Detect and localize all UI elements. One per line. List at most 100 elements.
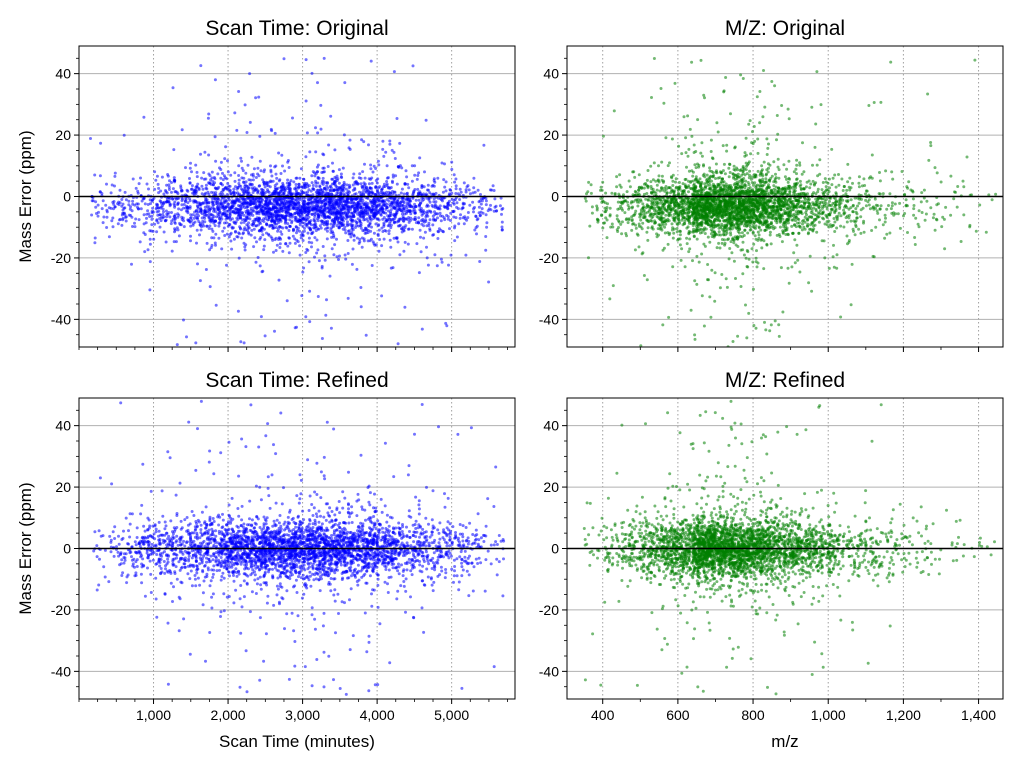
data-point [237, 199, 241, 203]
data-point [414, 198, 418, 202]
data-point [453, 226, 456, 230]
data-point [193, 191, 197, 194]
data-point [409, 218, 413, 222]
data-point [266, 201, 270, 205]
data-point [251, 213, 255, 217]
data-point [185, 188, 189, 192]
data-point [493, 197, 497, 201]
data-point [810, 289, 814, 293]
data-point [353, 186, 357, 190]
data-point [204, 268, 208, 271]
data-point [382, 185, 386, 189]
data-point [226, 182, 230, 185]
data-point [372, 231, 376, 235]
data-point [266, 189, 270, 193]
data-point [179, 186, 183, 190]
data-point [104, 203, 108, 207]
data-point [307, 212, 311, 215]
data-point [398, 253, 402, 257]
data-point [287, 229, 291, 232]
data-point [164, 189, 167, 192]
data-point [189, 224, 193, 228]
data-point [301, 233, 305, 237]
data-point [359, 226, 363, 230]
data-point [341, 204, 345, 208]
data-point [272, 349, 275, 352]
data-point [398, 141, 402, 145]
data-point [302, 229, 306, 233]
data-point [306, 248, 310, 252]
data-point [686, 185, 690, 189]
data-point [720, 241, 724, 245]
data-point [878, 171, 881, 174]
data-point [219, 202, 223, 206]
data-point [341, 183, 345, 187]
data-point [299, 192, 303, 196]
data-point [776, 132, 780, 136]
data-point [302, 206, 306, 210]
data-point [189, 239, 192, 243]
data-point [756, 137, 760, 141]
data-point [439, 257, 443, 261]
data-point [364, 348, 367, 351]
data-point [159, 205, 163, 209]
data-point [310, 71, 314, 75]
data-point [277, 278, 281, 282]
data-point [158, 217, 162, 220]
data-point [120, 198, 124, 201]
data-point [317, 191, 321, 195]
data-point [127, 199, 131, 203]
data-point [382, 221, 386, 225]
data-point [400, 212, 404, 216]
data-point [450, 167, 454, 171]
data-point [284, 242, 288, 245]
data-point [272, 197, 276, 201]
data-point [365, 206, 369, 210]
data-point [436, 237, 440, 240]
data-point [279, 225, 283, 229]
data-point [409, 212, 413, 216]
data-point [333, 148, 337, 152]
data-point [320, 266, 324, 270]
data-point [223, 234, 227, 237]
data-point [288, 191, 292, 195]
data-point [427, 221, 431, 225]
data-point [224, 145, 228, 149]
data-point [287, 236, 291, 240]
data-point [304, 251, 308, 254]
data-point [225, 263, 228, 267]
data-point [267, 216, 271, 220]
data-point [645, 192, 649, 195]
data-point [709, 315, 713, 319]
data-point [345, 191, 349, 195]
data-point [710, 179, 714, 183]
data-point [331, 177, 335, 181]
data-point [723, 172, 727, 176]
data-point [416, 191, 420, 195]
data-point [271, 206, 275, 210]
data-point [254, 260, 258, 264]
data-point [216, 187, 220, 191]
data-point [355, 267, 359, 271]
data-point [396, 240, 400, 244]
data-point [708, 295, 712, 299]
data-point [671, 265, 675, 269]
data-point [225, 193, 229, 196]
data-point [337, 258, 340, 261]
data-point [329, 326, 333, 330]
data-point [403, 182, 407, 186]
data-point [337, 226, 341, 230]
data-point [426, 263, 430, 267]
data-point [380, 226, 384, 230]
data-point [151, 206, 155, 210]
data-point [885, 207, 889, 211]
data-point [207, 192, 211, 196]
data-point [169, 203, 172, 207]
data-point [303, 226, 306, 230]
data-point [621, 208, 624, 212]
data-point [464, 253, 468, 257]
data-point [425, 203, 429, 207]
data-point [373, 211, 377, 215]
data-point [213, 224, 217, 228]
